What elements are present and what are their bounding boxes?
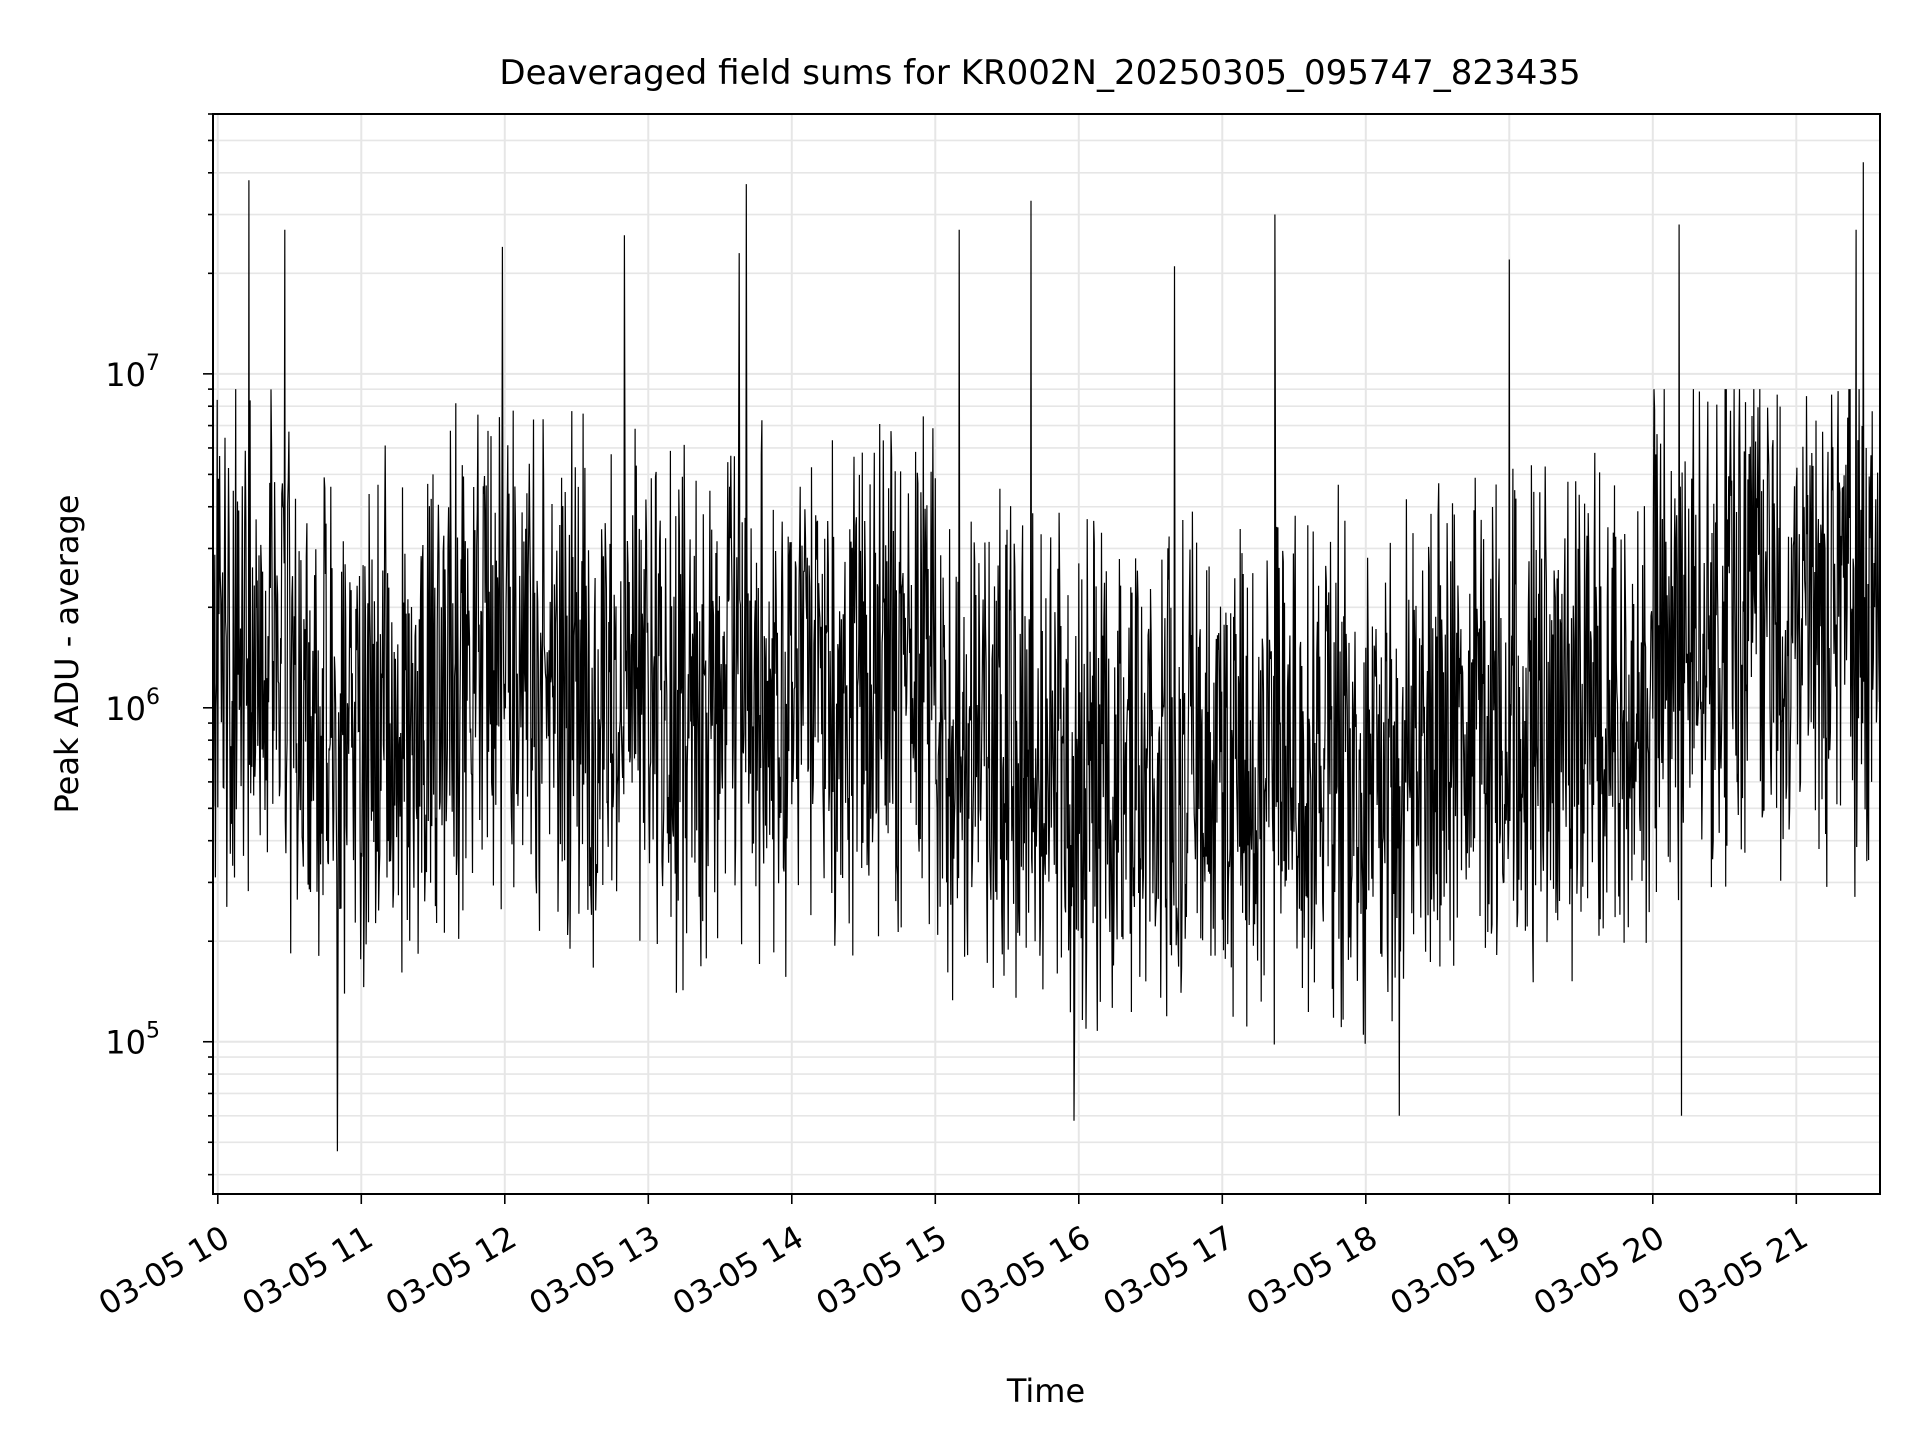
chart-title: Deaveraged field sums for KR002N_2025030… — [499, 53, 1580, 93]
y-tick-label: 105 — [105, 1019, 160, 1062]
y-axis: 105 106 107 — [105, 113, 213, 1176]
series-group — [213, 162, 1880, 1152]
y-axis-label: Peak ADU - average — [48, 495, 86, 814]
y-tick-label: 107 — [105, 351, 160, 394]
series-line — [213, 162, 1880, 1152]
plot-area-frame — [212, 113, 1881, 1195]
y-tick-label: 106 — [105, 685, 160, 728]
x-axis-label: Time — [1006, 1372, 1085, 1410]
